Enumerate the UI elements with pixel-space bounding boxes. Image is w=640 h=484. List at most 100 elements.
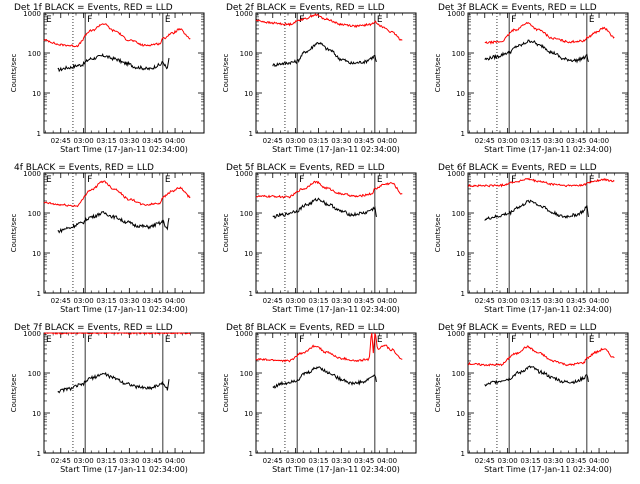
marker-label: F <box>87 335 92 345</box>
chart-panel-2: Det 2f BLACK = Events, RED = LLD 1 10 100 10… <box>222 3 417 154</box>
y-tick-label: 1000 <box>23 10 41 18</box>
series-line-red-lld <box>255 12 403 41</box>
x-axis-label: Start Time (17-Jan-11 02:34:00) <box>484 145 612 154</box>
y-tick-label: 100 <box>28 370 41 378</box>
marker-label: E <box>589 175 595 185</box>
marker-label: E <box>165 175 171 185</box>
y-tick-label: 1 <box>461 450 465 458</box>
marker-label: F <box>299 175 304 185</box>
y-tick-label: 100 <box>240 370 253 378</box>
y-tick-label: 10 <box>244 250 253 258</box>
y-tick-label: 10 <box>244 410 253 418</box>
corner-label: E <box>46 15 52 25</box>
corner-label: E <box>46 335 52 345</box>
plot-frame <box>467 332 629 454</box>
y-tick-label: 100 <box>240 50 253 58</box>
x-tick-label: 03:15 <box>96 297 116 305</box>
series-line-black-events <box>484 39 589 64</box>
series-line-red-lld <box>43 332 191 335</box>
marker-label: F <box>511 175 516 185</box>
y-tick-label: 1 <box>249 130 253 138</box>
series-line-red-lld <box>255 332 403 363</box>
x-tick-label: 04:00 <box>377 297 397 305</box>
y-tick-label: 100 <box>452 370 465 378</box>
plot-frame <box>43 332 205 454</box>
corner-label: E <box>46 175 52 185</box>
x-tick-label: 03:45 <box>566 297 586 305</box>
x-tick-label: 02:45 <box>475 457 495 465</box>
series-line-red-lld <box>467 345 615 367</box>
y-tick-label: 1 <box>249 290 253 298</box>
y-tick-label: 1000 <box>447 10 465 18</box>
y-axis-label: Counts/sec <box>222 374 230 413</box>
x-tick-label: 03:30 <box>543 297 563 305</box>
chart-panel-7: Det 7f BLACK = Events, RED = LLD 1 10 100 10… <box>10 323 205 474</box>
x-tick-label: 04:00 <box>377 137 397 145</box>
y-tick-label: 1000 <box>235 170 253 178</box>
x-tick-label: 03:45 <box>354 457 374 465</box>
chart-title: Det 7f BLACK = Events, RED = LLD <box>14 323 173 333</box>
x-tick-label: 03:45 <box>142 457 162 465</box>
x-tick-label: 04:00 <box>165 297 185 305</box>
chart-panel-6: Det 6f BLACK = Events, RED = LLD 1 10 100 10… <box>434 163 629 314</box>
x-tick-label: 03:45 <box>142 297 162 305</box>
x-tick-label: 03:00 <box>286 297 306 305</box>
x-tick-label: 03:30 <box>543 137 563 145</box>
x-tick-label: 03:30 <box>543 457 563 465</box>
y-axis-label: Counts/sec <box>222 214 230 253</box>
series-line-red-lld <box>468 177 615 188</box>
series-line-black-events <box>484 199 589 221</box>
x-tick-label: 02:45 <box>51 457 71 465</box>
series-line-black-events <box>57 371 170 394</box>
x-tick-label: 04:00 <box>165 457 185 465</box>
chart-title: Det 5f BLACK = Events, RED = LLD <box>226 163 385 173</box>
x-tick-label: 03:00 <box>74 297 94 305</box>
x-axis-label: Start Time (17-Jan-11 02:34:00) <box>60 305 188 314</box>
y-axis-label: Counts/sec <box>434 374 442 413</box>
x-tick-label: 04:00 <box>377 457 397 465</box>
y-tick-label: 1000 <box>235 10 253 18</box>
plot-frame <box>255 332 417 454</box>
x-tick-label: 02:45 <box>51 297 71 305</box>
x-tick-label: 03:30 <box>331 457 351 465</box>
chart-panel-3: Det 3f BLACK = Events, RED = LLD 1 10 100 10… <box>434 3 629 154</box>
x-tick-label: 03:00 <box>74 137 94 145</box>
y-axis-label: Counts/sec <box>222 54 230 93</box>
x-tick-label: 03:30 <box>119 297 139 305</box>
marker-label: E <box>377 335 383 345</box>
chart-panel-4: 4f BLACK = Events, RED = LLD 1 10 100 1000 02… <box>10 163 205 314</box>
chart-panel-5: Det 5f BLACK = Events, RED = LLD 1 10 100 10… <box>222 163 417 314</box>
x-tick-label: 03:00 <box>286 137 306 145</box>
x-tick-label: 02:45 <box>263 137 283 145</box>
y-axis-label: Counts/sec <box>10 54 18 93</box>
series-line-black-events <box>57 52 170 73</box>
y-tick-label: 1 <box>37 130 41 138</box>
chart-title: Det 3f BLACK = Events, RED = LLD <box>438 3 597 13</box>
y-axis-label: Counts/sec <box>434 214 442 253</box>
x-tick-label: 04:00 <box>589 297 609 305</box>
marker-label: E <box>589 15 595 25</box>
x-tick-label: 04:00 <box>589 137 609 145</box>
series-line-black-events <box>272 41 377 68</box>
x-tick-label: 03:15 <box>308 297 328 305</box>
y-tick-label: 100 <box>28 50 41 58</box>
x-axis-label: Start Time (17-Jan-11 02:34:00) <box>272 305 400 314</box>
x-tick-label: 04:00 <box>165 137 185 145</box>
x-tick-label: 03:15 <box>96 137 116 145</box>
x-tick-label: 03:30 <box>331 297 351 305</box>
series-line-black-events <box>272 366 377 389</box>
y-tick-label: 1 <box>461 130 465 138</box>
y-tick-label: 1000 <box>235 330 253 338</box>
marker-label: F <box>299 335 304 345</box>
chart-title: Det 2f BLACK = Events, RED = LLD <box>226 3 385 13</box>
x-tick-label: 03:00 <box>498 297 518 305</box>
x-tick-label: 04:00 <box>589 457 609 465</box>
x-tick-label: 03:45 <box>142 137 162 145</box>
chart-panel-9: Det 9f BLACK = Events, RED = LLD 1 10 100 10… <box>434 323 629 474</box>
x-axis-label: Start Time (17-Jan-11 02:34:00) <box>60 145 188 154</box>
plot-frame <box>467 12 629 134</box>
marker-label: F <box>511 15 516 25</box>
x-tick-label: 03:30 <box>119 137 139 145</box>
x-tick-label: 03:15 <box>308 137 328 145</box>
